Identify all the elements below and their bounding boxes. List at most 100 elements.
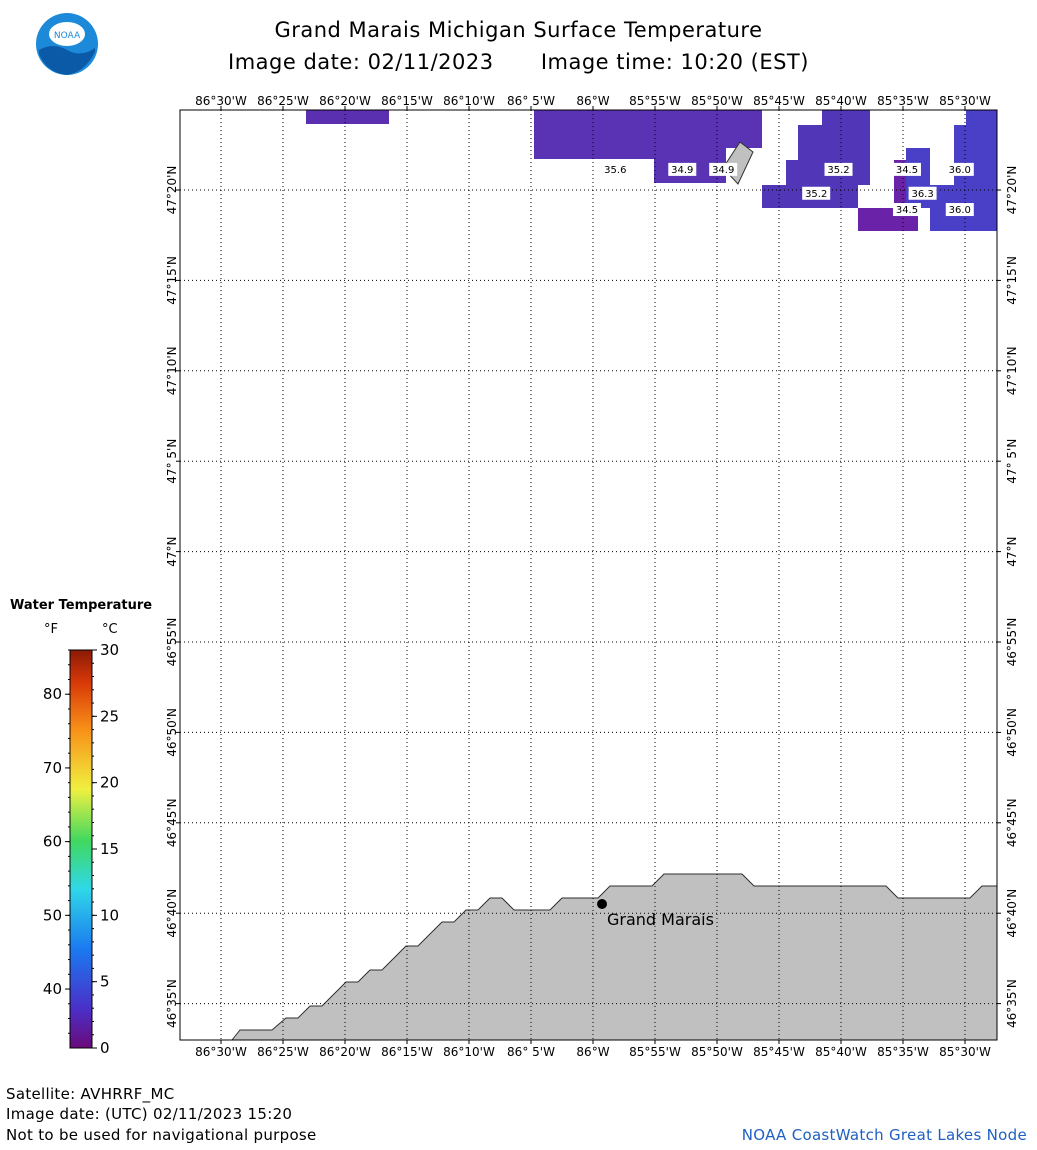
legend-unit-c: °C xyxy=(102,622,118,637)
latitude-label: 46°35'N xyxy=(165,979,179,1028)
latitude-label: 47°15'N xyxy=(165,256,179,305)
legend-c-label: 15 xyxy=(100,840,119,858)
reading-box xyxy=(824,162,853,176)
longitude-label: 85°45'W xyxy=(753,1045,805,1059)
graticule xyxy=(180,110,997,1040)
utc-date: Image date: (UTC) 02/11/2023 15:20 xyxy=(6,1105,293,1123)
temperature-reading: 36.0 xyxy=(949,205,971,216)
longitude-label: 85°40'W xyxy=(815,94,867,108)
credit-link[interactable]: NOAA CoastWatch Great Lakes Node xyxy=(741,1126,1027,1144)
latitude-label: 47°20'N xyxy=(165,166,179,215)
longitude-label: 85°50'W xyxy=(691,94,743,108)
longitude-label: 86°10'W xyxy=(443,1045,495,1059)
latitude-label: 47°15'N xyxy=(1005,256,1019,305)
legend-title: Water Temperature xyxy=(10,598,153,613)
legend-fahrenheit-ticks: 80 70 60 50 40 xyxy=(43,649,70,1034)
sst-patch xyxy=(798,125,870,160)
latitude-label: 46°50'N xyxy=(165,708,179,757)
latitude-labels-left: 47°20'N 47°15'N 47°10'N 47° 5'N 47°N 46°55'N 4… xyxy=(165,166,179,1028)
temperature-reading: 34.9 xyxy=(671,165,693,176)
legend-f-label: 70 xyxy=(43,759,62,777)
longitude-label: 85°35'W xyxy=(877,1045,929,1059)
longitude-label: 85°50'W xyxy=(691,1045,743,1059)
legend-c-label: 30 xyxy=(100,641,119,659)
image-time: Image time: 10:20 (EST) xyxy=(540,50,809,74)
legend-unit-f: °F xyxy=(44,622,58,637)
logo-text: NOAA xyxy=(54,31,81,41)
latitude-label: 46°55'N xyxy=(1005,618,1019,667)
longitude-label: 86°15'W xyxy=(381,94,433,108)
longitude-label: 85°35'W xyxy=(877,94,929,108)
temperature-reading: 36.3 xyxy=(911,189,933,200)
sst-patch xyxy=(534,110,762,148)
longitude-label: 86° 5'W xyxy=(507,94,555,108)
latitude-label: 47°10'N xyxy=(165,346,179,395)
latitude-label: 47°N xyxy=(165,536,179,566)
color-bar xyxy=(69,649,93,1049)
latitude-label: 46°50'N xyxy=(1005,708,1019,757)
noaa-logo: NOAA xyxy=(36,13,98,75)
longitude-label: 85°30'W xyxy=(939,1045,991,1059)
longitude-label: 86°20'W xyxy=(319,1045,371,1059)
sst-patch xyxy=(822,110,870,125)
legend-c-label: 0 xyxy=(100,1039,110,1057)
legend-f-label: 80 xyxy=(43,685,62,703)
latitude-label: 46°40'N xyxy=(165,889,179,938)
reading-box xyxy=(601,162,630,176)
city-label: Grand Marais xyxy=(607,910,714,929)
longitude-label: 86°W xyxy=(576,1045,609,1059)
longitude-label: 86°25'W xyxy=(257,1045,309,1059)
disclaimer: Not to be used for navigational purpose xyxy=(6,1126,317,1144)
latitude-label: 47°10'N xyxy=(1005,346,1019,395)
longitude-label: 86°W xyxy=(576,94,609,108)
legend-c-label: 10 xyxy=(100,906,119,924)
longitude-label: 85°40'W xyxy=(815,1045,867,1059)
temperature-reading: 35.2 xyxy=(805,189,827,200)
legend-celsius-ticks: 30 25 20 15 10 5 0 xyxy=(92,641,119,1057)
longitude-label: 86°25'W xyxy=(257,94,309,108)
legend-c-label: 25 xyxy=(100,707,119,725)
longitude-label: 86°20'W xyxy=(319,94,371,108)
temperature-reading: 34.5 xyxy=(896,205,918,216)
longitude-label: 85°30'W xyxy=(939,94,991,108)
image-date: Image date: 02/11/2023 xyxy=(228,50,494,74)
temperature-reading: 35.6 xyxy=(604,165,626,176)
legend-f-label: 50 xyxy=(43,906,62,924)
latitude-label: 47°20'N xyxy=(1005,166,1019,215)
legend-c-label: 20 xyxy=(100,774,119,792)
longitude-label: 85°45'W xyxy=(753,94,805,108)
longitude-label: 86° 5'W xyxy=(507,1045,555,1059)
axis-ticks xyxy=(176,106,1001,1044)
latitude-label: 46°45'N xyxy=(165,798,179,847)
reading-box xyxy=(945,162,974,176)
longitude-labels-bottom: 86°30'W 86°25'W 86°20'W 86°15'W 86°10'W 86° 5… xyxy=(195,1045,991,1059)
latitude-labels-right: 47°20'N 47°15'N 47°10'N 47° 5'N 47°N 46°55'N 4… xyxy=(1005,166,1019,1028)
land-mass xyxy=(230,873,998,1041)
reading-box xyxy=(668,162,697,176)
latitude-label: 46°40'N xyxy=(1005,889,1019,938)
latitude-label: 46°35'N xyxy=(1005,979,1019,1028)
reading-box xyxy=(892,203,921,217)
latitude-label: 47° 5'N xyxy=(1005,439,1019,484)
longitude-label: 86°15'W xyxy=(381,1045,433,1059)
temperature-readings: 35.6 34.9 34.9 35.2 35.2 34.5 36.0 36.3 34.5 36.0 xyxy=(601,162,974,217)
latitude-label: 46°55'N xyxy=(165,618,179,667)
sst-patches xyxy=(306,110,997,231)
temperature-reading: 34.9 xyxy=(712,165,734,176)
sst-patch xyxy=(306,110,389,124)
legend-c-label: 5 xyxy=(100,973,110,991)
image-datetime: Image date: 02/11/2023 Image time: 10:20… xyxy=(0,50,1037,74)
temperature-reading: 35.2 xyxy=(827,165,849,176)
latitude-label: 46°45'N xyxy=(1005,798,1019,847)
longitude-label: 86°30'W xyxy=(195,94,247,108)
legend-f-label: 60 xyxy=(43,833,62,851)
map-frame xyxy=(179,109,998,1041)
city-marker xyxy=(597,899,607,909)
longitude-label: 85°55'W xyxy=(629,1045,681,1059)
reading-box xyxy=(908,186,937,200)
longitude-label: 86°30'W xyxy=(195,1045,247,1059)
temperature-reading: 34.5 xyxy=(896,165,918,176)
longitude-labels-top: 86°30'W 86°25'W 86°20'W 86°15'W 86°10'W 86° 5… xyxy=(195,94,991,108)
temperature-reading: 36.0 xyxy=(949,165,971,176)
